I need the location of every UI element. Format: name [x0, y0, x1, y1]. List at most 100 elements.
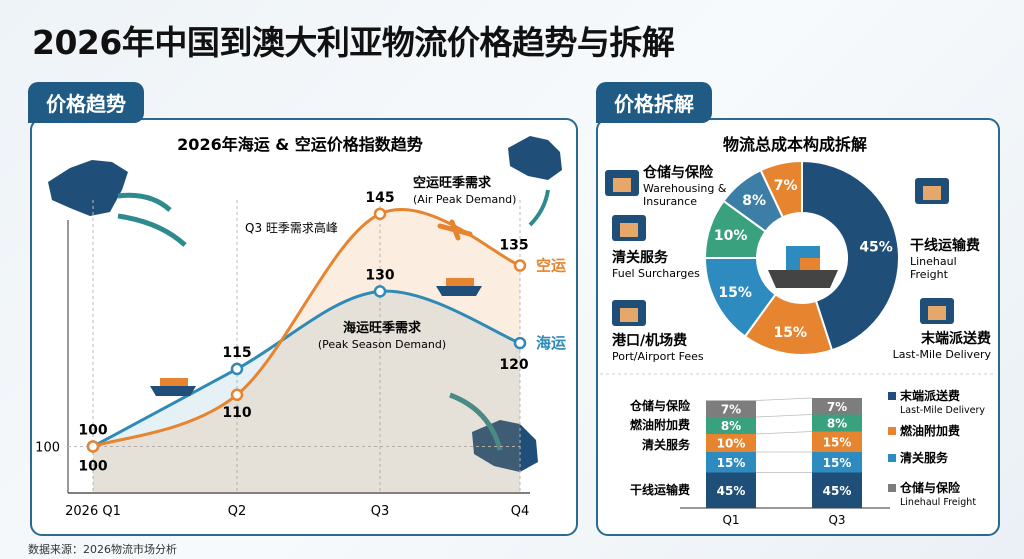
bar-segment[interactable]: [706, 452, 756, 473]
bar-segment-label: 7%: [721, 402, 741, 416]
bar-segment-label: 8%: [827, 417, 847, 431]
data-point[interactable]: [230, 388, 244, 402]
legend-label-cn: 清关服务: [900, 450, 949, 465]
donut-category-en: Warehousing &: [643, 182, 727, 195]
category-icon: [605, 170, 639, 196]
bar-segment-label: 45%: [717, 484, 746, 498]
category-icon: [612, 215, 646, 241]
page-title: 2026年中国到澳大利亚物流价格趋势与拆解: [32, 23, 675, 62]
australia-map-icon: [508, 136, 562, 180]
connector-line: [755, 431, 813, 435]
series-area: [93, 209, 520, 494]
australia-map-icon: [472, 420, 538, 472]
x-tick-label: 2026 Q1: [65, 504, 121, 519]
series-line-空运: [92, 207, 521, 448]
x-tick-label: Q3: [371, 504, 390, 519]
data-label: 100: [78, 422, 107, 438]
series-line-海运: [92, 289, 521, 448]
line-chart-title: 2026年海运 & 空运价格指数趋势: [177, 135, 423, 154]
bar-segment[interactable]: [812, 472, 862, 509]
bar-row-label: 干线运输费: [630, 482, 690, 497]
legend-label-cn: 末端派送费: [900, 388, 960, 403]
data-label: 110: [222, 405, 251, 421]
bar-row-label: 清关服务: [642, 437, 691, 452]
bar-segment-label: 10%: [717, 437, 746, 451]
legend-label-cn: 仓储与保险: [899, 480, 961, 495]
china-map-icon: [48, 160, 128, 216]
bar-segment-label: 7%: [827, 400, 847, 414]
donut-slice[interactable]: [759, 159, 803, 219]
legend-swatch: [888, 392, 896, 400]
connector-line: [755, 397, 813, 401]
data-point[interactable]: [230, 362, 244, 376]
bar-row-label: 仓储与保险: [629, 398, 691, 413]
bar-segment[interactable]: [812, 452, 862, 473]
q3-peak-annotation: Q3 旺季需求高峰: [245, 220, 338, 235]
bar-segment-label: 8%: [721, 419, 741, 433]
data-point[interactable]: [513, 336, 527, 350]
legend-swatch: [888, 454, 896, 462]
donut-category-en: Linehaul: [910, 255, 957, 268]
ship-icon: [150, 378, 196, 396]
bar-category-label: Q1: [722, 513, 739, 527]
series-legend-label: 海运: [536, 334, 566, 352]
slice-label: 7%: [774, 178, 798, 194]
bar-segment-label: 15%: [823, 435, 852, 449]
data-point[interactable]: [373, 207, 387, 221]
category-icon: [612, 300, 646, 326]
breakdown-tab: 价格拆解: [596, 82, 712, 123]
slice-label: 10%: [714, 228, 748, 244]
donut-category-cn: 末端派送费: [921, 330, 991, 347]
donut-slice[interactable]: [801, 159, 900, 352]
donut-category-cn: 仓储与保险: [642, 164, 714, 181]
y-tick-label: 100: [35, 440, 60, 455]
plane-icon: [437, 219, 473, 241]
slice-label: 45%: [859, 239, 893, 255]
slice-label: 15%: [718, 285, 752, 301]
donut-category-en: Insurance: [643, 195, 697, 208]
ship-icon: [436, 278, 482, 296]
bar-segment[interactable]: [706, 472, 756, 509]
trend-tab: 价格趋势: [28, 82, 144, 123]
bar-segment[interactable]: [812, 398, 862, 415]
data-point[interactable]: [86, 440, 100, 453]
data-label: 130: [365, 267, 394, 283]
connector-line: [755, 414, 813, 418]
slice-label: 8%: [742, 193, 766, 209]
bar-segment-label: 15%: [717, 456, 746, 470]
donut-category-en: Last-Mile Delivery: [893, 348, 992, 361]
data-label: 145: [365, 190, 394, 206]
data-label: 115: [222, 345, 251, 361]
donut-title: 物流总成本构成拆解: [723, 135, 867, 154]
legend-swatch: [888, 427, 896, 435]
legend-label-en: Last-Mile Delivery: [900, 405, 985, 416]
legend-swatch: [888, 484, 896, 492]
bar-segment-label: 45%: [823, 484, 852, 498]
bar-segment[interactable]: [812, 431, 862, 453]
bar-segment[interactable]: [706, 417, 756, 434]
bar-segment[interactable]: [706, 400, 756, 418]
donut-category-en: Fuel Surcharges: [612, 267, 700, 280]
bar-segment[interactable]: [812, 414, 862, 432]
data-label: 135: [499, 238, 528, 254]
data-source: 数据来源：2026物流市场分析: [28, 543, 177, 556]
cargo-ship-icon: [768, 246, 838, 288]
data-point[interactable]: [513, 259, 527, 272]
air-peak-cn: 空运旺季需求: [413, 175, 492, 191]
donut-category-en: Freight: [910, 268, 949, 281]
data-label: 100: [78, 458, 107, 474]
category-icon: [920, 298, 954, 324]
bar-segment[interactable]: [706, 434, 756, 452]
legend-label-cn: 燃油附加费: [900, 423, 960, 438]
donut-category-cn: 港口/机场费: [612, 332, 687, 349]
sea-peak-en: (Peak Season Demand): [318, 338, 446, 351]
series-area: [93, 291, 520, 493]
bar-row-label: 燃油附加费: [630, 417, 690, 432]
donut-category-cn: 干线运输费: [910, 237, 980, 254]
arrow-icon: [117, 192, 172, 212]
legend-label-en: Linehaul Freight: [900, 497, 976, 508]
x-tick-label: Q4: [511, 504, 530, 519]
data-point[interactable]: [373, 285, 387, 298]
donut-category-en: Port/Airport Fees: [612, 350, 704, 363]
